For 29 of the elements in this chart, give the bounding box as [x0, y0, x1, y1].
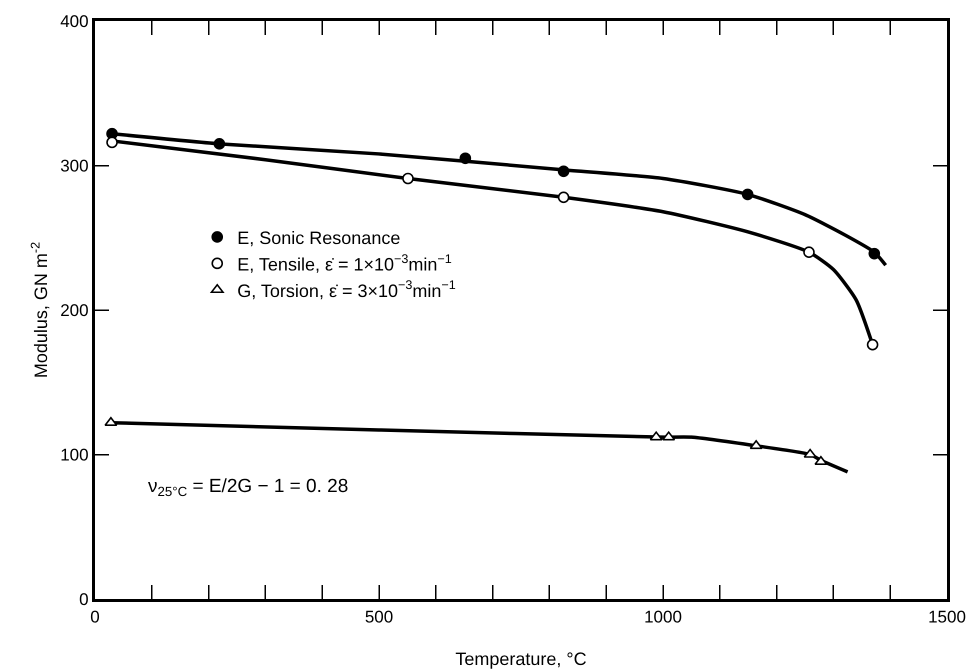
- legend-label: G, Torsion, ε̇ = 3×10$^{−3}$min$^{−1}$: [237, 278, 456, 301]
- point: [558, 191, 570, 204]
- point: [104, 416, 118, 426]
- point: [650, 431, 663, 440]
- x-tick-label: 1500: [928, 607, 966, 626]
- x-axis-title: Temperature, °C: [455, 649, 587, 669]
- point: [402, 172, 414, 184]
- y-tick-label: 400: [60, 12, 89, 31]
- point: [214, 138, 226, 150]
- legend-label: E, Tensile, ε̇ = 1×10$^{−3}$min$^{−1}$: [237, 252, 452, 274]
- point: [866, 338, 878, 350]
- y-tick-label: 100: [60, 445, 89, 464]
- y-tick-label: 300: [60, 156, 89, 176]
- point: [558, 165, 570, 178]
- point: [460, 152, 472, 164]
- point: [814, 456, 828, 466]
- point: [868, 248, 880, 260]
- point: [106, 136, 118, 148]
- y-tick-label: 200: [60, 300, 89, 320]
- legend-label: E, Sonic Resonance: [237, 228, 400, 248]
- x-tick-label: 1000: [644, 607, 682, 626]
- point: [803, 246, 815, 258]
- point: [742, 188, 754, 200]
- x-tick-label: 500: [364, 607, 394, 626]
- point: [804, 448, 817, 458]
- point: [750, 440, 763, 450]
- point: [662, 431, 676, 440]
- y-tick-label: 0: [79, 590, 89, 609]
- annotation: ν$_{25°C}$ = E/2G − 1 = 0. 28: [148, 476, 348, 499]
